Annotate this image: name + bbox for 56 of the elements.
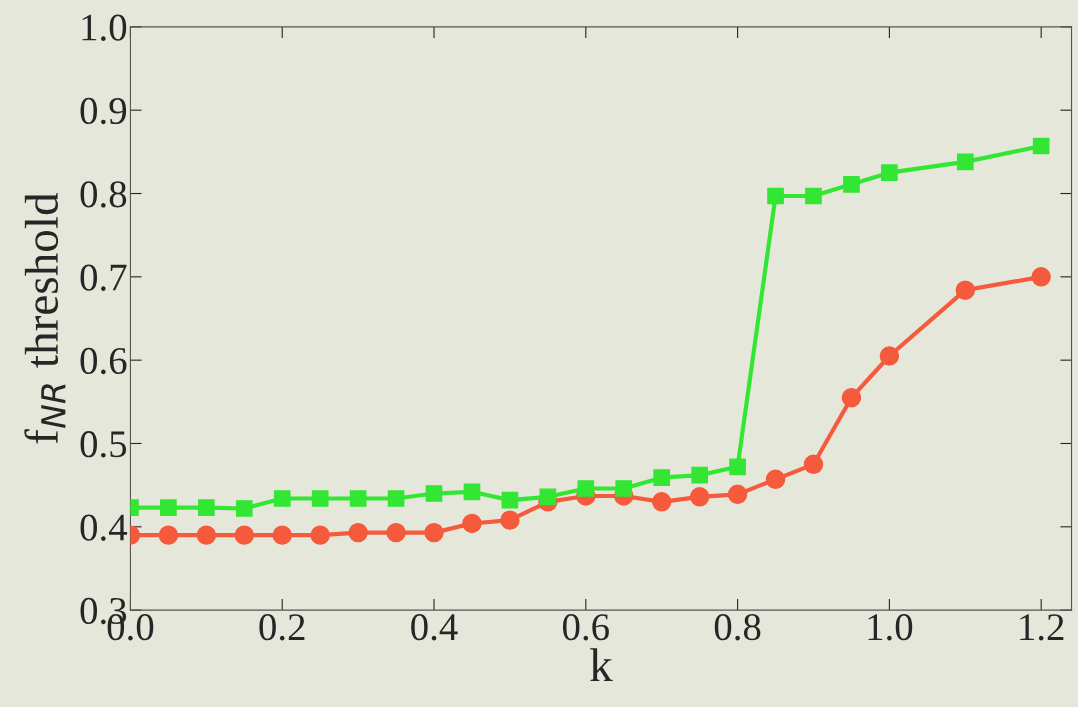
y-tick-label: 0.6 [80,347,127,375]
point [272,525,292,545]
point [767,187,784,205]
point [841,387,862,408]
y-axis-title: f$_{NR}$ threshold [24,192,66,444]
point [881,164,898,182]
point [158,525,179,545]
y-tick-label: 0.5 [80,431,127,458]
point [424,522,444,543]
point [386,522,406,543]
x-tick-label: 1.2 [1020,614,1064,641]
point [803,454,824,475]
y-tick-label: 0.4 [80,514,128,541]
x-tick-label: 0.6 [562,614,609,641]
point [196,525,217,545]
point [956,153,974,171]
point [425,485,443,502]
point [160,499,177,516]
point [310,525,330,545]
point [651,492,672,512]
x-tick-label: 0.4 [411,614,458,641]
y-tick-label: 0.7 [80,264,127,291]
point [653,469,671,486]
x-axis-title: k [590,648,613,681]
y-tick-label: 0.8 [80,181,127,208]
point [577,480,595,497]
point [1032,137,1050,155]
point [539,488,557,506]
point [349,490,367,507]
point [197,499,215,516]
point [727,484,748,505]
point [311,490,329,507]
point [387,490,405,507]
y-tick-label: 0.9 [80,97,127,125]
point [234,525,255,545]
x-tick-label: 1.0 [868,614,913,641]
point [463,483,481,501]
y-tick-label: 1.0 [82,14,127,41]
point [348,522,368,543]
x-tick-label: 0.2 [259,614,305,641]
point [500,510,520,530]
point [615,480,633,497]
point [691,466,708,484]
point [805,187,822,205]
point [843,176,860,193]
point [955,280,976,300]
point [765,469,786,490]
point [729,458,746,476]
point [462,513,482,534]
point [689,487,710,507]
point [501,491,519,509]
point [235,500,253,517]
point [1031,267,1051,287]
x-tick-label: 0.8 [714,614,761,641]
point [879,346,900,366]
point [273,490,291,507]
